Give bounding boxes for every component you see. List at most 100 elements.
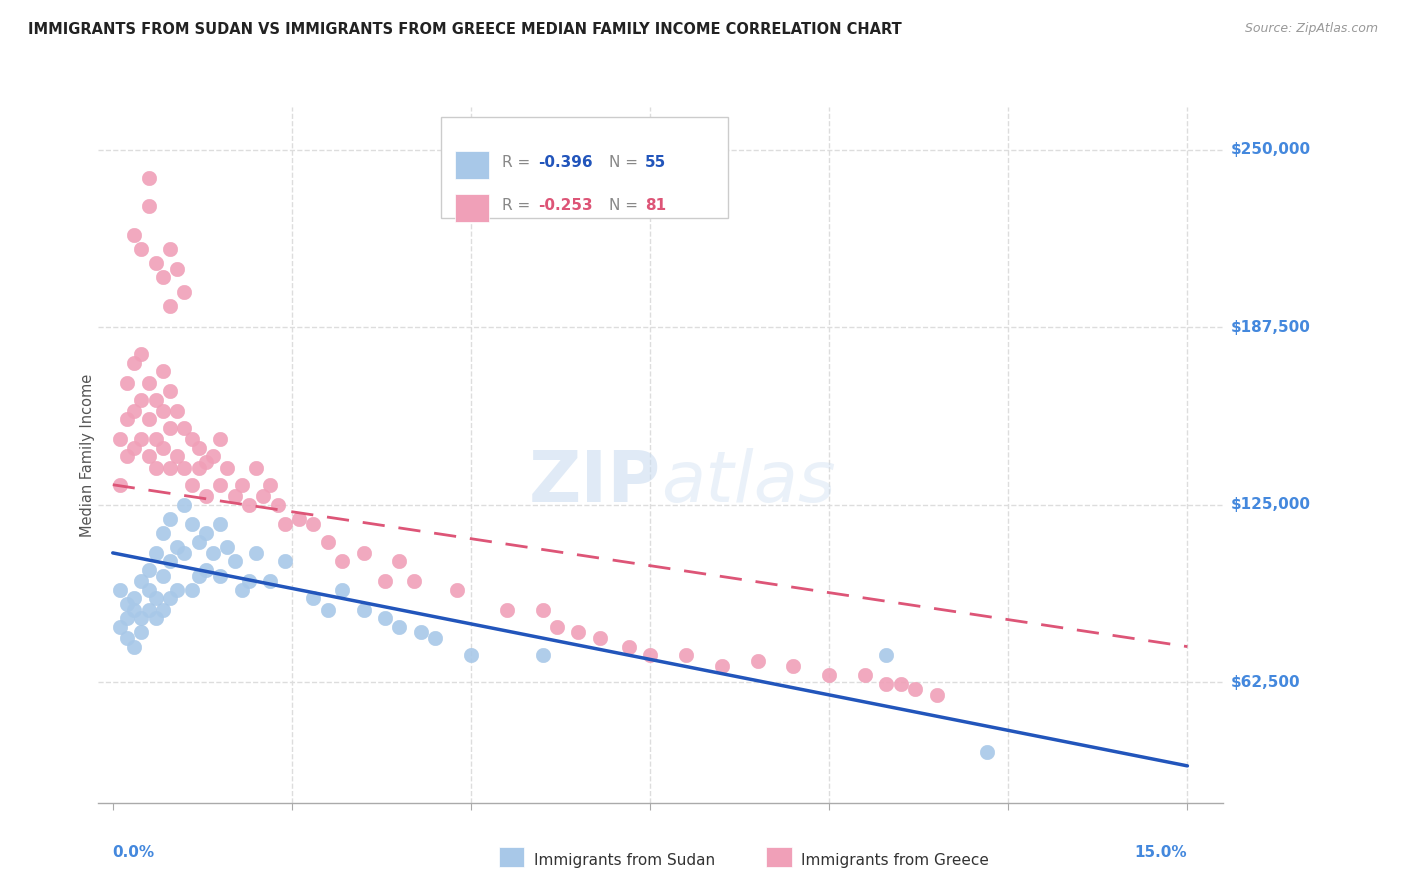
Point [531, 648, 554, 662]
Point [231, 477, 253, 491]
Point [194, 563, 217, 577]
Point [159, 421, 181, 435]
Point [546, 620, 568, 634]
Point [202, 450, 225, 464]
Point [145, 392, 167, 407]
Point [388, 554, 411, 568]
Point [138, 199, 160, 213]
Point [131, 432, 153, 446]
Point [159, 554, 181, 568]
Point [122, 640, 145, 654]
Point [115, 597, 138, 611]
Point [353, 603, 375, 617]
Point [173, 546, 195, 560]
Point [138, 376, 160, 390]
Point [173, 285, 195, 299]
Point [159, 512, 181, 526]
Point [495, 603, 517, 617]
Point [115, 412, 138, 426]
Point [531, 603, 554, 617]
Point [853, 668, 876, 682]
Point [159, 299, 181, 313]
Point [108, 582, 131, 597]
Text: Source: ZipAtlas.com: Source: ZipAtlas.com [1244, 22, 1378, 36]
Point [152, 568, 174, 582]
Point [374, 574, 396, 589]
Text: $250,000: $250,000 [1230, 142, 1310, 157]
Point [138, 563, 160, 577]
Point [131, 611, 153, 625]
Point [166, 404, 188, 418]
Point [152, 404, 174, 418]
Text: ZIP: ZIP [529, 449, 661, 517]
Text: 81: 81 [645, 198, 666, 213]
Point [194, 489, 217, 503]
Point [159, 242, 181, 256]
Text: R =: R = [502, 155, 536, 170]
Point [138, 582, 160, 597]
Point [152, 441, 174, 455]
Point [138, 450, 160, 464]
Text: $125,000: $125,000 [1230, 497, 1310, 512]
Point [108, 432, 131, 446]
Point [122, 404, 145, 418]
Point [145, 256, 167, 270]
Text: 55: 55 [645, 155, 666, 170]
Point [145, 546, 167, 560]
Point [187, 534, 209, 549]
Point [231, 582, 253, 597]
Point [330, 582, 353, 597]
Point [675, 648, 697, 662]
Point [302, 517, 325, 532]
Point [145, 611, 167, 625]
Point [159, 384, 181, 398]
Text: -0.396: -0.396 [538, 155, 593, 170]
Point [782, 659, 804, 673]
Point [876, 648, 898, 662]
Point [122, 441, 145, 455]
Point [374, 611, 396, 625]
Text: IMMIGRANTS FROM SUDAN VS IMMIGRANTS FROM GREECE MEDIAN FAMILY INCOME CORRELATION: IMMIGRANTS FROM SUDAN VS IMMIGRANTS FROM… [28, 22, 901, 37]
Point [302, 591, 325, 606]
Point [159, 460, 181, 475]
Point [187, 441, 209, 455]
Point [890, 676, 912, 690]
Point [202, 546, 225, 560]
Point [115, 611, 138, 625]
Point [108, 477, 131, 491]
Point [238, 574, 260, 589]
Point [131, 347, 153, 361]
Point [217, 460, 239, 475]
Point [194, 526, 217, 541]
Point [353, 546, 375, 560]
Point [166, 261, 188, 276]
Y-axis label: Median Family Income: Median Family Income [80, 373, 94, 537]
Point [252, 489, 274, 503]
Text: 0.0%: 0.0% [112, 846, 155, 861]
Point [217, 540, 239, 554]
Point [273, 517, 295, 532]
Point [976, 745, 998, 759]
Point [166, 450, 188, 464]
Point [115, 631, 138, 645]
Point [180, 477, 202, 491]
Point [409, 625, 432, 640]
Point [131, 242, 153, 256]
Point [180, 582, 202, 597]
Point [152, 603, 174, 617]
Point [209, 517, 232, 532]
Text: $62,500: $62,500 [1230, 674, 1301, 690]
Point [152, 364, 174, 378]
Point [131, 574, 153, 589]
Point [925, 688, 948, 702]
Text: Immigrants from Greece: Immigrants from Greece [801, 854, 990, 868]
Point [108, 620, 131, 634]
Point [460, 648, 482, 662]
Point [152, 526, 174, 541]
Point [209, 432, 232, 446]
Point [138, 412, 160, 426]
Point [194, 455, 217, 469]
Point [131, 392, 153, 407]
Point [273, 554, 295, 568]
Point [152, 270, 174, 285]
